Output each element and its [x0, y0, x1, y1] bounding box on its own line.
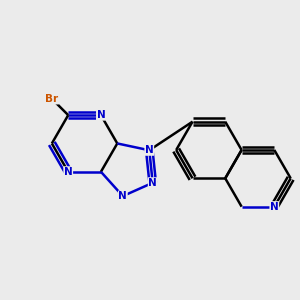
- Text: N: N: [148, 178, 157, 188]
- Text: Br: Br: [46, 94, 59, 104]
- Text: N: N: [118, 191, 127, 201]
- Text: N: N: [97, 110, 105, 120]
- Text: N: N: [64, 167, 73, 177]
- Text: N: N: [270, 202, 279, 212]
- Text: N: N: [145, 145, 154, 155]
